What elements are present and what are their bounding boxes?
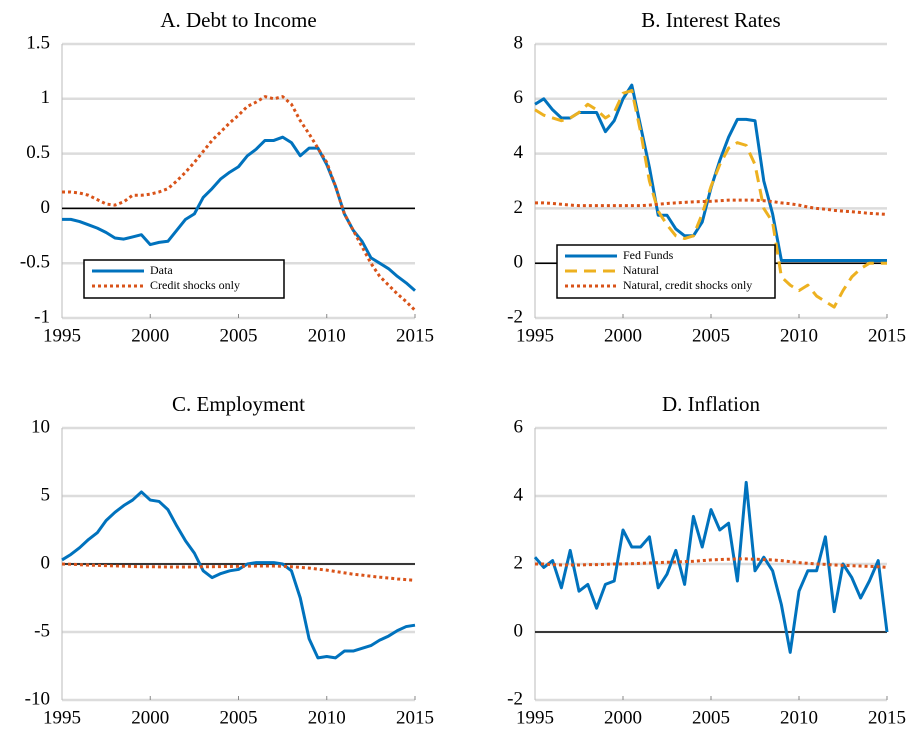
x-tick-label: 1995	[516, 325, 554, 346]
x-tick-label: 2010	[308, 325, 346, 346]
legend-label: Natural	[623, 263, 660, 277]
x-tick-label: 2005	[692, 325, 730, 346]
y-tick-label: 6	[514, 87, 524, 108]
y-tick-label: -0.5	[20, 252, 50, 273]
y-tick-label: -10	[25, 688, 50, 709]
series-line	[533, 480, 889, 654]
legend-box	[556, 244, 776, 299]
y-tick-label: -2	[507, 688, 523, 709]
y-tick-label: 0	[514, 252, 524, 273]
series-line	[534, 89, 887, 309]
x-tick-label: 2005	[692, 707, 730, 728]
series-line	[62, 95, 417, 312]
x-tick-label: 2015	[868, 707, 906, 728]
x-tick-label: 1995	[43, 707, 81, 728]
y-tick-label: 6	[514, 416, 524, 437]
y-tick-label: 1	[41, 87, 51, 108]
y-tick-label: 5	[41, 484, 51, 505]
chart-title: C. Employment	[172, 392, 305, 416]
series-line	[535, 198, 888, 216]
x-tick-label: 2000	[604, 325, 642, 346]
y-tick-label: 0.5	[26, 142, 50, 163]
y-tick-label: 2	[514, 197, 524, 218]
x-tick-label: 2000	[131, 325, 169, 346]
chart-title: B. Interest Rates	[641, 8, 780, 32]
y-tick-label: 8	[514, 32, 524, 53]
x-tick-label: 1995	[43, 325, 81, 346]
x-tick-label: 2010	[780, 707, 818, 728]
y-tick-label: -5	[34, 620, 50, 641]
x-tick-label: 2005	[220, 325, 258, 346]
x-tick-label: 2000	[131, 707, 169, 728]
x-tick-label: 1995	[516, 707, 554, 728]
y-tick-label: 0	[41, 552, 51, 573]
series-line	[534, 83, 887, 262]
x-tick-label: 2010	[308, 707, 346, 728]
x-tick-label: 2005	[220, 707, 258, 728]
legend-label: Credit shocks only	[150, 278, 240, 292]
legend-label: Fed Funds	[623, 248, 674, 262]
y-tick-label: 1.5	[26, 32, 50, 53]
y-tick-label: -2	[507, 306, 523, 327]
x-tick-label: 2015	[396, 325, 434, 346]
x-tick-label: 2010	[780, 325, 818, 346]
series-line	[61, 562, 416, 582]
y-tick-label: 4	[514, 142, 524, 163]
x-tick-label: 2015	[868, 325, 906, 346]
x-tick-label: 2015	[396, 707, 434, 728]
y-tick-label: 10	[31, 416, 50, 437]
legend-label: Data	[150, 263, 173, 277]
x-tick-label: 2000	[604, 707, 642, 728]
y-tick-label: 4	[514, 484, 524, 505]
legend-box	[83, 259, 285, 299]
legend-label: Natural, credit shocks only	[623, 278, 752, 292]
chart-title: D. Inflation	[662, 392, 760, 416]
series-line	[61, 490, 416, 660]
y-tick-label: -1	[34, 306, 50, 327]
y-tick-label: 0	[514, 620, 524, 641]
chart-title: A. Debt to Income	[160, 8, 316, 32]
y-tick-label: 2	[514, 552, 524, 573]
series-line	[535, 557, 888, 569]
y-tick-label: 0	[41, 197, 51, 218]
